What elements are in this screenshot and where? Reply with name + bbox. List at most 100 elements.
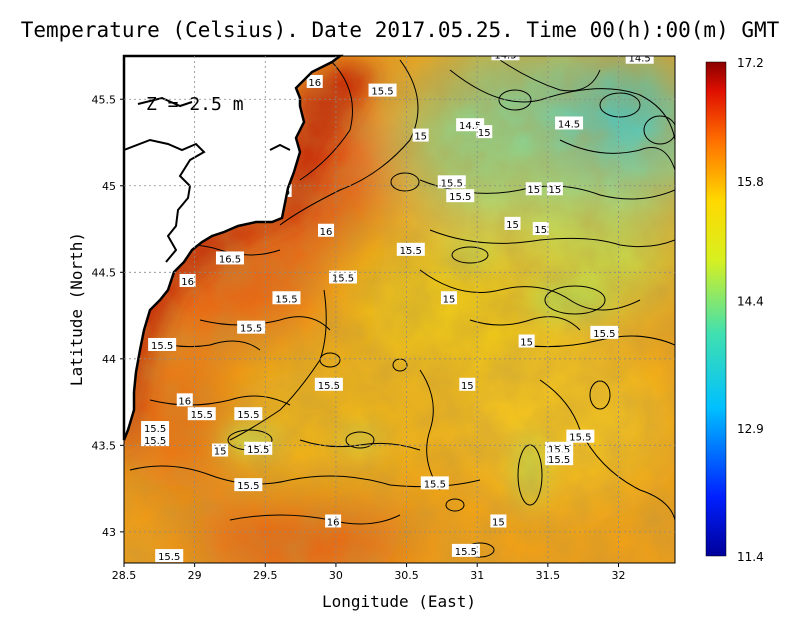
- contour-label-box: [237, 320, 266, 334]
- contour-label: 15.5: [318, 381, 340, 392]
- contour-label: 16: [181, 277, 194, 288]
- contour-label-box: [555, 116, 584, 130]
- contour-label: 15: [549, 185, 562, 196]
- contour-label-box: [476, 125, 493, 139]
- x-tick-label: 28.5: [112, 569, 137, 582]
- contour-label: 15: [492, 517, 505, 528]
- x-tick-label: 31.5: [536, 569, 561, 582]
- contour-label-box: [176, 393, 193, 407]
- contour-label: 14.5: [494, 50, 516, 61]
- contour-label-box: [318, 223, 335, 237]
- contour-label-box: [566, 429, 595, 443]
- contour-label-box: [446, 189, 475, 203]
- contour-label: 15.5: [455, 547, 477, 558]
- contour-label-box: [545, 452, 574, 466]
- y-tick-label: 44.5: [92, 266, 117, 279]
- contour-label-box: [459, 377, 476, 391]
- contour-label: 15.5: [441, 178, 463, 189]
- contour-label: 14.5: [558, 119, 580, 130]
- contour-label-box: [625, 56, 654, 64]
- contour-label: 15: [478, 128, 491, 139]
- grid-lines: [124, 56, 675, 563]
- contour-label: 16: [308, 78, 321, 89]
- x-tick-label: 29: [188, 569, 202, 582]
- colorbar-tick-label: 12.9: [737, 422, 764, 436]
- contour-label: 15.5: [144, 436, 166, 447]
- x-tick-label: 30.5: [394, 569, 419, 582]
- y-tick-label: 43: [102, 526, 116, 539]
- contour-labels: 1615.514.514.514.5151514.516.51615.515.5…: [141, 50, 654, 563]
- contour-label: 15.5: [548, 445, 570, 456]
- map-title: Temperature (Celsius). Date 2017.05.25. …: [20, 18, 780, 42]
- contour-label-box: [368, 83, 397, 97]
- contour-label: 15.5: [569, 433, 591, 444]
- contour-label: 15.5: [237, 481, 259, 492]
- contour-label-box: [504, 216, 521, 230]
- contour-label: 15.5: [275, 294, 297, 305]
- contour-label-box: [141, 421, 170, 435]
- contour-label: 15.5: [151, 341, 173, 352]
- x-axis-ticks: 28.5 29 29.5 30 30.5 31 31.5 32: [112, 563, 625, 582]
- colorbar-tick-label: 17.2: [737, 56, 764, 70]
- contour-label: 15: [414, 132, 427, 143]
- contour-label: 15.5: [424, 479, 446, 490]
- contour-label: 16.5: [219, 254, 241, 265]
- contour-label: 15.5: [593, 329, 615, 340]
- contour-label-box: [306, 74, 323, 88]
- contour-label: 15.5: [548, 455, 570, 466]
- contour-label: 15.5: [237, 410, 259, 421]
- contour-label: 15: [461, 381, 474, 392]
- contour-label: 16: [320, 227, 333, 238]
- contour-label-box: [451, 543, 480, 557]
- contour-label: 15.5: [400, 246, 422, 257]
- contour-label-box: [155, 549, 184, 563]
- y-tick-label: 45: [102, 180, 116, 193]
- contour-label-box: [325, 514, 342, 528]
- contour-label: 15: [443, 294, 456, 305]
- plot-frame: [123, 55, 676, 564]
- contour-label-box: [412, 128, 429, 142]
- contour-label: 16: [178, 396, 191, 407]
- y-axis-ticks: 45.5 45 44.5 44 43.5 43: [92, 93, 124, 539]
- contour-label: 15.5: [332, 273, 354, 284]
- x-tick-label: 32: [611, 569, 625, 582]
- contour-label: 14.5: [629, 54, 651, 65]
- contour-label-box: [212, 443, 229, 457]
- temperature-field: 1615.514.514.514.5151514.516.51615.515.5…: [124, 50, 675, 563]
- y-tick-label: 44: [102, 353, 116, 366]
- contour-label-box: [328, 270, 357, 284]
- colorbar-ticks: 17.2 15.8 14.4 12.9 11.4: [737, 56, 764, 564]
- contour-label-box: [545, 441, 574, 455]
- colorbar: [705, 61, 727, 557]
- contour-label: 15.5: [191, 410, 213, 421]
- contour-label-box: [437, 175, 466, 189]
- contour-label-box: [518, 334, 535, 348]
- x-tick-label: 31: [470, 569, 484, 582]
- contour-label-box: [490, 514, 507, 528]
- contour-label: 15.5: [158, 552, 180, 563]
- contour-label: 15: [506, 220, 519, 231]
- contour-label-box: [148, 337, 177, 351]
- contour-label: 15.5: [449, 192, 471, 203]
- contour-label: 15: [520, 338, 533, 349]
- contour-label-box: [234, 478, 263, 492]
- colorbar-tick-label: 15.8: [737, 175, 764, 189]
- contour-label: 16: [327, 517, 340, 528]
- x-tick-label: 29.5: [253, 569, 278, 582]
- y-axis-label: Latitude (North): [67, 232, 86, 386]
- contour-label: 15: [527, 185, 540, 196]
- contour-label-box: [532, 222, 549, 236]
- contour-label-box: [420, 476, 449, 490]
- x-axis-label: Longitude (East): [322, 592, 476, 611]
- contour-label: 15.5: [240, 324, 262, 335]
- colorbar-tick-label: 14.4: [737, 294, 764, 308]
- contour-label: 15: [214, 447, 227, 458]
- land-mass: [122, 54, 344, 441]
- contour-label: 15.5: [247, 445, 269, 456]
- y-tick-label: 45.5: [92, 93, 117, 106]
- contour-label-box: [440, 291, 457, 305]
- contour-label-box: [396, 242, 425, 256]
- contour-label-box: [215, 251, 244, 265]
- contour-label-box: [590, 325, 619, 339]
